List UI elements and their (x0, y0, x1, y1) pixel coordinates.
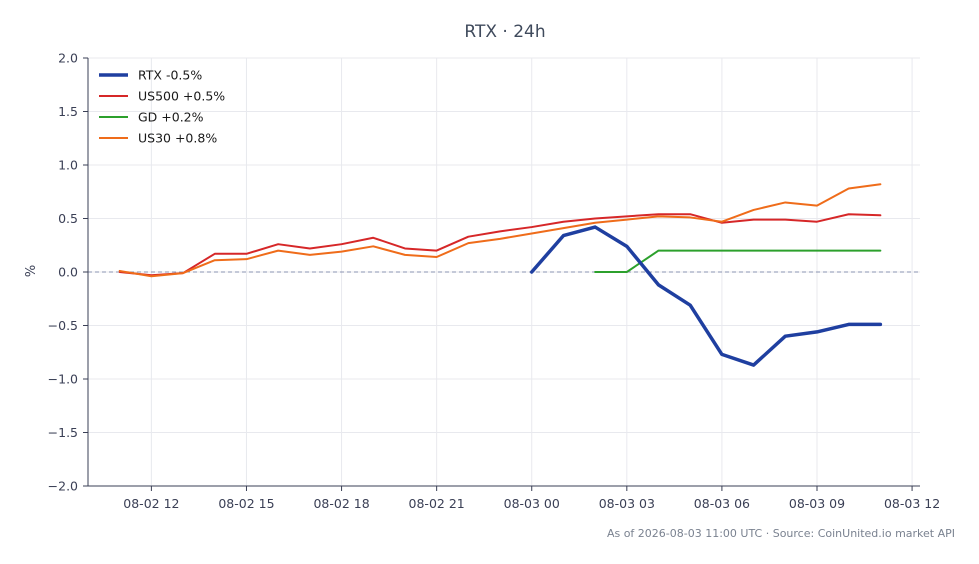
legend-label: RTX -0.5% (138, 68, 202, 83)
y-tick-label: 1.0 (58, 158, 78, 173)
series-line-rtx (529, 225, 883, 367)
x-tick-label: 08-02 12 (123, 496, 179, 511)
x-tick-label: 08-03 06 (694, 496, 750, 511)
y-tick-label: 2.0 (58, 51, 78, 66)
y-tick-label: 0.5 (58, 211, 78, 226)
legend-label: US500 +0.5% (138, 89, 225, 104)
series-line-gd (594, 249, 882, 273)
legend: RTX -0.5% US500 +0.5% GD +0.2% US30 +0.8% (99, 68, 225, 146)
y-tick-label: −0.5 (48, 318, 78, 333)
series-lines (118, 183, 883, 367)
y-tick-label: 0.0 (58, 265, 78, 280)
y-axis-ticks: −2.0 −1.5 −1.0 −0.5 0.0 0.5 1.0 1.5 2.0 (48, 51, 88, 494)
x-tick-label: 08-02 15 (218, 496, 274, 511)
y-tick-label: 1.5 (58, 104, 78, 119)
x-axis-ticks: 08-02 12 08-02 15 08-02 18 08-02 21 08-03 00… (123, 486, 940, 511)
x-tick-label: 08-03 03 (599, 496, 655, 511)
series-line-us500 (118, 213, 882, 277)
legend-label: US30 +0.8% (138, 131, 217, 146)
y-tick-label: −1.0 (48, 372, 78, 387)
y-tick-label: −1.5 (48, 425, 78, 440)
legend-label: GD +0.2% (138, 110, 204, 125)
series-line-us30 (118, 183, 882, 278)
source-footer: As of 2026-08-03 11:00 UTC · Source: Coi… (607, 527, 955, 540)
y-tick-label: −2.0 (48, 479, 78, 494)
x-tick-label: 08-03 12 (884, 496, 940, 511)
x-tick-label: 08-02 21 (409, 496, 465, 511)
y-axis-label: % (24, 265, 39, 277)
x-tick-label: 08-02 18 (313, 496, 369, 511)
x-tick-label: 08-03 09 (789, 496, 845, 511)
x-tick-label: 08-03 00 (504, 496, 560, 511)
chart-title: RTX · 24h (464, 22, 545, 42)
